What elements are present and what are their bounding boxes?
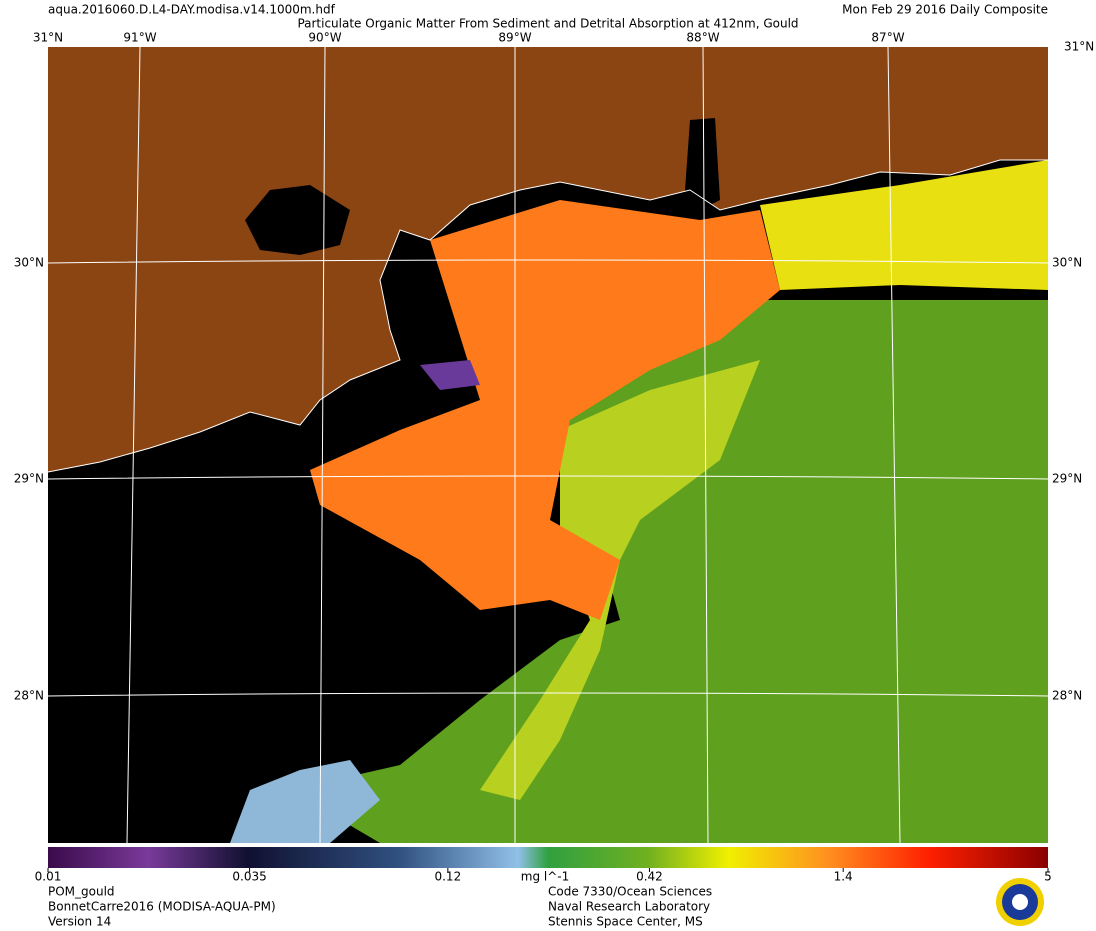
colorbar-tick-label: 5 bbox=[1044, 870, 1052, 884]
bay bbox=[685, 118, 720, 210]
orange-plume bbox=[310, 200, 780, 620]
footer-center: Stennis Space Center, MS bbox=[548, 915, 703, 929]
lon-label: 89°W bbox=[498, 31, 531, 45]
colorbar-tick-label: 0.42 bbox=[636, 870, 663, 884]
green-water bbox=[290, 300, 1048, 843]
logo bbox=[996, 878, 1044, 926]
land bbox=[48, 47, 1048, 472]
colorbar-tick-label: 1.4 bbox=[834, 870, 853, 884]
lat-label-left: 31°N bbox=[33, 31, 63, 45]
parallel bbox=[47, 259, 1049, 264]
footer-center: Naval Research Laboratory bbox=[548, 900, 710, 914]
meridian bbox=[702, 46, 709, 844]
colorbar-tick-label: 0.035 bbox=[232, 870, 266, 884]
lat-label-left: 28°N bbox=[14, 689, 44, 703]
purple-patch bbox=[420, 360, 480, 390]
lon-label: 91°W bbox=[123, 31, 156, 45]
lat-label-right: 30°N bbox=[1052, 256, 1082, 270]
parallel bbox=[47, 475, 1049, 480]
meridian bbox=[319, 46, 326, 844]
date: Mon Feb 29 2016 Daily Composite bbox=[842, 3, 1048, 17]
colorbar-tick-label: 0.12 bbox=[434, 870, 461, 884]
file-name: aqua.2016060.D.L4-DAY.modisa.v14.1000m.h… bbox=[48, 3, 336, 17]
meridian bbox=[887, 46, 901, 844]
lat-label-left: 29°N bbox=[14, 472, 44, 486]
footer-left: Version 14 bbox=[48, 915, 111, 929]
yellow-water bbox=[760, 160, 1048, 290]
lat-label-left: 30°N bbox=[14, 256, 44, 270]
lon-label: 88°W bbox=[686, 31, 719, 45]
lat-label-right: 29°N bbox=[1052, 472, 1082, 486]
footer-left: BonnetCarre2016 (MODISA-AQUA-PM) bbox=[48, 900, 276, 914]
colorbar bbox=[48, 847, 1048, 868]
title: Particulate Organic Matter From Sediment… bbox=[297, 17, 798, 31]
meridian bbox=[126, 46, 141, 844]
colorbar-unit: mg l^-1 bbox=[521, 870, 569, 884]
coastline bbox=[47, 159, 1048, 473]
yellow-green-water bbox=[480, 360, 760, 800]
lon-label: 87°W bbox=[871, 31, 904, 45]
lat-label-right: 28°N bbox=[1052, 689, 1082, 703]
lat-label-right: 31°N bbox=[1064, 40, 1094, 54]
footer-left: POM_gould bbox=[48, 885, 115, 899]
lon-label: 90°W bbox=[308, 31, 341, 45]
map bbox=[47, 46, 1049, 844]
light-blue-water bbox=[230, 760, 380, 843]
parallel bbox=[47, 692, 1049, 697]
footer-center: Code 7330/Ocean Sciences bbox=[548, 885, 712, 899]
colorbar-tick-label: 0.01 bbox=[35, 870, 62, 884]
